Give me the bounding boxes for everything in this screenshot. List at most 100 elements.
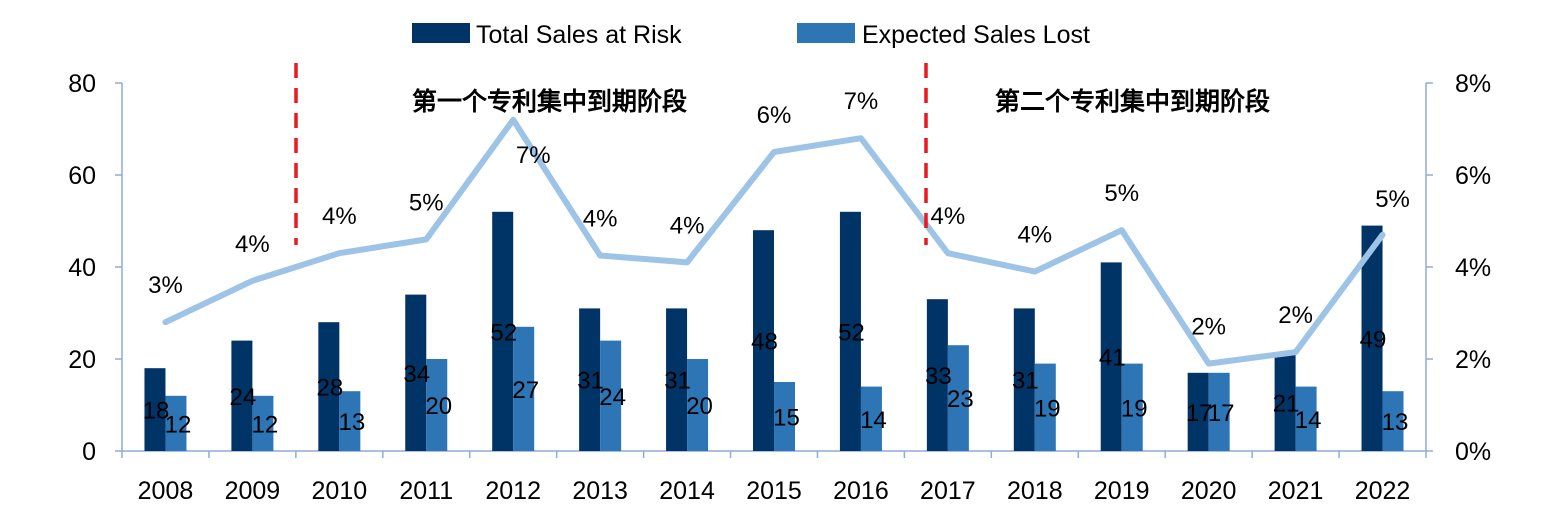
x-tick-label: 2011 <box>399 477 453 505</box>
ratio-label: 5% <box>1375 186 1410 213</box>
bar-total-sales-at-risk <box>753 230 774 451</box>
bar-expected-sales-lost <box>1382 391 1404 451</box>
bar-label-expected: 24 <box>599 384 626 411</box>
right-tick-label: 6% <box>1455 162 1491 190</box>
ratio-label: 4% <box>583 206 618 233</box>
bar-label-expected: 20 <box>425 393 452 420</box>
x-tick-label: 2017 <box>920 477 976 505</box>
legend-label-expected: Expected Sales Lost <box>862 21 1090 49</box>
bar-total-sales-at-risk <box>405 294 427 451</box>
ratio-label: 4% <box>1017 222 1052 249</box>
x-tick-label: 2018 <box>1007 477 1063 505</box>
bar-expected-sales-lost <box>339 391 361 451</box>
bar-label-total: 31 <box>664 368 691 395</box>
x-tick-label: 2008 <box>138 477 194 505</box>
right-tick-label: 2% <box>1455 346 1491 374</box>
x-tick-label: 2015 <box>746 477 802 505</box>
x-axis-ticks: 2008 2009 2010 2011 2012 2013 2014 2015 2016 2017… <box>121 451 1427 505</box>
bar-label-expected: 23 <box>947 386 974 413</box>
bar-label-total: 41 <box>1099 345 1126 372</box>
right-axis-ticks: 0% 2% 4% 6% 8% <box>1426 70 1491 466</box>
bar-label-expected: 14 <box>1295 407 1322 434</box>
bar-label-total: 18 <box>143 398 170 425</box>
bar-label-expected: 19 <box>1121 395 1148 422</box>
ratio-label: 7% <box>516 142 551 169</box>
bar-label-expected: 15 <box>773 405 800 432</box>
bar-total-sales-at-risk <box>666 308 688 451</box>
bar-label-total: 28 <box>316 375 343 402</box>
bar-expected-sales-lost <box>947 345 969 451</box>
ratio-label: 6% <box>757 102 792 129</box>
bar-label-expected: 14 <box>860 407 887 434</box>
bar-expected-sales-lost <box>687 359 709 451</box>
ratio-label: 4% <box>670 212 705 239</box>
x-tick-label: 2010 <box>312 477 368 505</box>
ratio-label: 4% <box>931 203 966 230</box>
bar-label-expected: 19 <box>1034 395 1061 422</box>
bar-total-sales-at-risk <box>1013 308 1035 451</box>
legend-label-total: Total Sales at Risk <box>476 21 682 49</box>
ratio-label: 2% <box>1278 302 1313 329</box>
ratio-label: 2% <box>1191 314 1226 341</box>
bar-label-total: 52 <box>838 319 865 346</box>
bar-label-total: 52 <box>490 319 517 346</box>
ratio-labels: 3% 4% 4% 5% 7% 4% 4% 6% 7% 4% 4% 5% 2% 2% 5% <box>148 88 1410 340</box>
x-tick-label: 2013 <box>572 477 628 505</box>
ratio-label: 4% <box>322 203 357 230</box>
ratio-label: 5% <box>409 189 444 216</box>
bar-total-sales-at-risk <box>579 308 601 451</box>
bar-expected-sales-lost <box>513 326 535 451</box>
bar-label-total: 49 <box>1360 326 1387 353</box>
legend-swatch-expected <box>797 23 855 43</box>
left-tick-label: 40 <box>68 254 96 282</box>
legend: Total Sales at Risk Expected Sales Lost <box>412 21 1090 49</box>
left-tick-label: 60 <box>68 162 96 190</box>
bar-total-sales-at-risk <box>1274 354 1296 451</box>
bar-label-total: 31 <box>1012 368 1039 395</box>
bar-label-total: 31 <box>577 368 604 395</box>
legend-swatch-total <box>412 23 470 43</box>
bar-label-expected: 13 <box>1382 409 1409 436</box>
ratio-label: 5% <box>1104 180 1139 207</box>
bar-total-sales-at-risk <box>318 322 340 451</box>
bar-total-sales-at-risk <box>1187 372 1209 451</box>
x-tick-label: 2021 <box>1268 477 1324 505</box>
bar-label-expected: 13 <box>338 409 365 436</box>
bar-expected-sales-lost <box>1121 363 1143 451</box>
bar-expected-sales-lost <box>600 340 622 451</box>
left-axis-ticks: 0 20 40 60 80 <box>68 70 122 466</box>
bar-expected-sales-lost <box>774 382 795 451</box>
right-tick-label: 0% <box>1455 438 1491 466</box>
x-tick-label: 2012 <box>485 477 541 505</box>
bar-label-total: 21 <box>1273 391 1300 418</box>
x-tick-label: 2019 <box>1094 477 1150 505</box>
bar-label-expected: 20 <box>686 393 713 420</box>
x-tick-label: 2022 <box>1355 477 1411 505</box>
bar-expected-sales-lost <box>1034 363 1056 451</box>
bar-total-sales-at-risk <box>1100 262 1122 451</box>
x-tick-label: 2016 <box>833 477 889 505</box>
right-tick-label: 8% <box>1455 70 1491 98</box>
bar-total-sales-at-risk <box>492 211 514 451</box>
bar-label-total: 33 <box>925 363 952 390</box>
ratio-label: 7% <box>844 88 879 115</box>
bar-expected-sales-lost <box>860 386 882 451</box>
ratio-line <box>162 116 1386 367</box>
bar-expected-sales-lost <box>252 395 274 451</box>
bar-total-sales-at-risk <box>144 368 166 451</box>
bar-label-expected: 12 <box>252 411 279 438</box>
left-tick-label: 0 <box>82 438 96 466</box>
right-tick-label: 4% <box>1455 254 1491 282</box>
ratio-line-path <box>162 116 1386 367</box>
bar-label-expected: 27 <box>512 377 539 404</box>
bar-label-total: 17 <box>1186 400 1213 427</box>
x-tick-label: 2020 <box>1181 477 1237 505</box>
x-tick-label: 2014 <box>659 477 715 505</box>
bar-total-sales-at-risk <box>1361 225 1383 451</box>
left-tick-label: 20 <box>68 346 96 374</box>
bars <box>144 211 1404 451</box>
ratio-label: 4% <box>235 231 270 258</box>
bar-expected-sales-lost <box>165 395 187 451</box>
